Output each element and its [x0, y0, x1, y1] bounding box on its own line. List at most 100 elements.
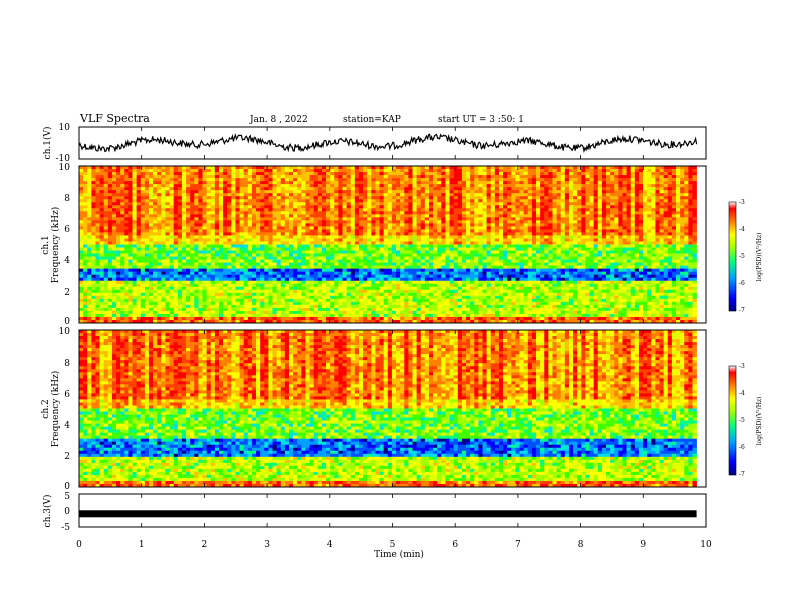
- spectrogram-cell: [474, 184, 479, 188]
- spectrogram-cell: [622, 226, 627, 230]
- spectrogram-cell: [428, 241, 434, 245]
- spectrogram-cell: [87, 181, 92, 185]
- spectrogram-cell: [643, 244, 648, 248]
- spectrogram-cell: [309, 202, 314, 206]
- spectrogram-cell: [256, 202, 261, 206]
- spectrogram-cell: [606, 214, 611, 218]
- spectrogram-cell: [453, 262, 459, 266]
- spectrogram-cell: [136, 184, 142, 188]
- spectrogram-cell: [363, 262, 368, 266]
- spectrogram-cell: [354, 184, 360, 188]
- spectrogram-cell: [342, 199, 347, 203]
- spectrogram-cell: [622, 214, 627, 218]
- spectrogram-cell: [338, 175, 343, 179]
- spectrogram-cell: [593, 205, 599, 209]
- spectrogram-cell: [498, 190, 504, 194]
- spectrogram-cell: [692, 193, 697, 197]
- spectrogram-cell: [144, 265, 150, 269]
- spectrogram-cell: [647, 262, 652, 266]
- spectrogram-cell: [552, 178, 557, 182]
- spectrogram-cell: [379, 208, 384, 212]
- spectrogram-cell: [676, 169, 681, 173]
- spectrogram-cell: [235, 187, 240, 191]
- spectrogram-cell: [140, 184, 146, 188]
- spectrogram-cell: [540, 262, 545, 266]
- spectrogram-cell: [638, 241, 644, 245]
- spectrogram-cell: [589, 241, 594, 245]
- spectrogram-cell: [445, 217, 450, 221]
- spectrogram-cell: [634, 211, 640, 215]
- spectrogram-cell: [659, 220, 664, 224]
- spectrogram-cell: [482, 223, 487, 227]
- spectrogram-cell: [552, 208, 557, 212]
- spectrogram-cell: [218, 205, 224, 209]
- spectrogram-cell: [268, 199, 273, 203]
- spectrogram-cell: [573, 199, 578, 203]
- spectrogram-cell: [437, 220, 442, 224]
- spectrogram-cell: [371, 250, 376, 254]
- spectrogram-cell: [210, 232, 216, 236]
- spectrogram-cell: [107, 199, 113, 203]
- spectrogram-cell: [523, 241, 529, 245]
- spectrogram-cell: [519, 208, 524, 212]
- spectrogram-cell: [276, 235, 282, 239]
- spectrogram-cell: [482, 226, 487, 230]
- spectrogram-cell: [503, 187, 508, 191]
- spectrogram-cell: [416, 187, 422, 191]
- spectrogram-cell: [157, 202, 162, 206]
- spectrogram-cell: [309, 166, 314, 170]
- spectrogram-cell: [474, 244, 479, 248]
- spectrogram-cell: [235, 208, 240, 212]
- spectrogram-cell: [120, 172, 125, 176]
- spectrogram-cell: [659, 238, 664, 242]
- spectrogram-cell: [202, 220, 207, 224]
- spectrogram-cell: [404, 190, 409, 194]
- spectrogram-cell: [490, 238, 496, 242]
- spectrogram-cell: [387, 241, 393, 245]
- spectrogram-cell: [404, 226, 409, 230]
- spectrogram-cell: [173, 226, 179, 230]
- spectrogram-cell: [647, 247, 652, 251]
- spectrogram-cell: [577, 253, 582, 257]
- spectrogram-cell: [354, 199, 360, 203]
- spectrogram-cell: [198, 193, 203, 197]
- spectrogram-cell: [503, 238, 508, 242]
- spectrogram-cell: [503, 226, 508, 230]
- spectrogram-cell: [206, 256, 212, 260]
- spectrogram-cell: [597, 223, 603, 227]
- spectrogram-cell: [474, 220, 479, 224]
- spectrogram-cell: [297, 205, 302, 209]
- spectrogram-cell: [383, 199, 389, 203]
- spectrogram-cell: [494, 226, 500, 230]
- spectrogram-cell: [309, 178, 314, 182]
- spectrogram-cell: [218, 220, 224, 224]
- spectrogram-cell: [83, 265, 88, 269]
- spectrogram-cell: [260, 196, 265, 200]
- spectrogram-cell: [515, 196, 520, 200]
- spectrogram-cell: [268, 259, 273, 263]
- spectrogram-cell: [647, 259, 652, 263]
- spectrogram-cell: [231, 214, 236, 218]
- spectrogram-cell: [169, 214, 174, 218]
- spectrogram-cell: [433, 196, 438, 200]
- spectrogram-cell: [87, 235, 92, 239]
- spectrogram-cell: [79, 262, 84, 266]
- spectrogram-cell: [124, 172, 129, 176]
- spectrogram-cell: [593, 169, 599, 173]
- spectrogram-cell: [169, 169, 174, 173]
- spectrogram-cell: [140, 187, 146, 191]
- spectrogram-cell: [107, 259, 113, 263]
- spectrogram-cell: [581, 187, 586, 191]
- spectrogram-cell: [486, 214, 492, 218]
- spectrogram-cell: [634, 253, 640, 257]
- spectrogram-cell: [498, 214, 504, 218]
- spectrogram-cell: [210, 196, 216, 200]
- spectrogram-cell: [404, 211, 409, 215]
- spectrogram-cell: [478, 175, 483, 179]
- spectrogram-cell: [581, 256, 586, 260]
- spectrogram-cell: [564, 238, 570, 242]
- spectrogram-cell: [519, 235, 524, 239]
- spectrogram-cell: [210, 181, 216, 185]
- spectrogram-cell: [568, 202, 574, 206]
- spectrogram-cell: [453, 202, 459, 206]
